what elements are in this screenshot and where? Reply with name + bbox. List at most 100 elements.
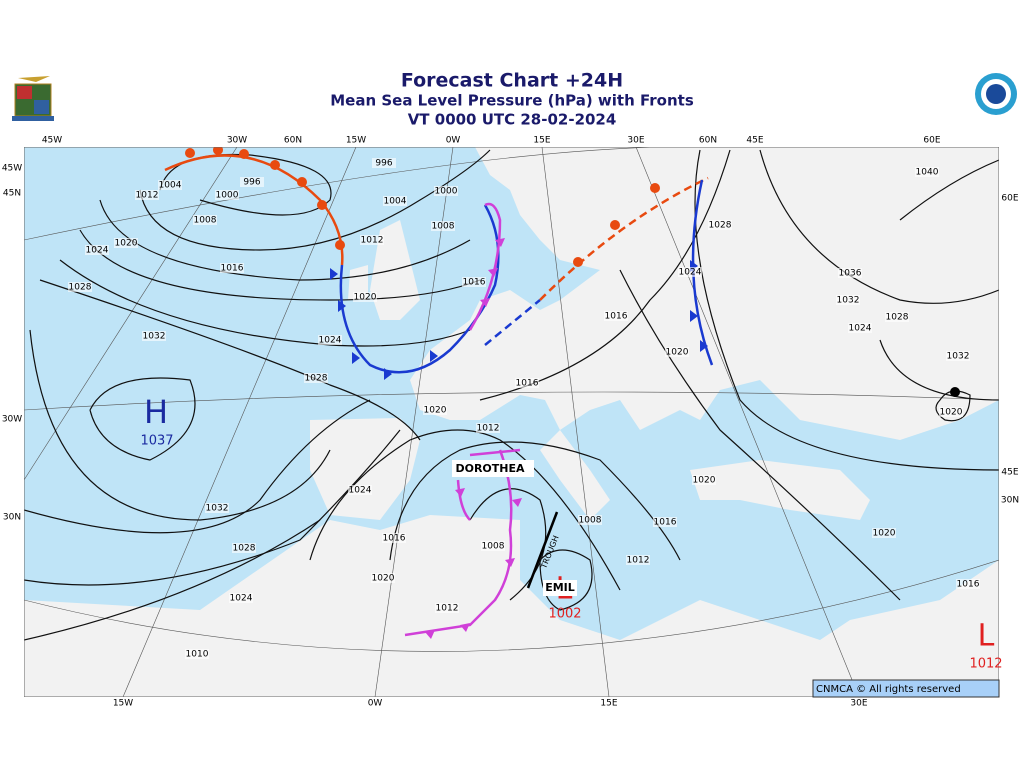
isobar-label-bg xyxy=(956,579,980,589)
isobar-label: 1008 xyxy=(194,216,217,226)
isobar-label-bg xyxy=(193,215,217,225)
isobar-label: 1024 xyxy=(230,594,253,604)
lat-label: 45N xyxy=(3,189,21,199)
lon-lat-label: 60N xyxy=(284,136,302,146)
isobar-label: 1016 xyxy=(605,312,628,322)
isobar-label-bg xyxy=(348,485,372,495)
isobar-label: 1016 xyxy=(383,534,406,544)
isobar-label-bg xyxy=(318,335,342,345)
lon-label: 15W xyxy=(113,699,133,709)
lat-label: 60E xyxy=(1001,194,1018,204)
isobar-label: 1000 xyxy=(216,191,239,201)
system-name: EMIL xyxy=(545,581,575,594)
lon-lat-label: 45E xyxy=(746,136,763,146)
isobar-label: 1008 xyxy=(579,516,602,526)
isobar-label-bg xyxy=(372,158,396,168)
isobar-label: 1024 xyxy=(86,246,109,256)
isobar-label: 1004 xyxy=(384,197,407,207)
map-labels: 45W 30W 60N 15W 0W 15E 30E 60N 45E 60E 15W 0W 15E 30E… xyxy=(2,136,1019,709)
isobar-label: 1020 xyxy=(873,529,896,539)
lon-lat-label: 30W xyxy=(227,136,247,146)
isobar-label-bg xyxy=(383,196,407,206)
isobar-label: 1036 xyxy=(839,269,862,279)
low-center-dot xyxy=(950,387,960,397)
isobar-label: 1020 xyxy=(424,406,447,416)
isobar-label: 1032 xyxy=(143,332,166,342)
isobar-label: 1028 xyxy=(305,374,328,384)
footer: CNMCA © All rights reserved xyxy=(816,684,961,695)
isobar-label: 1024 xyxy=(679,268,702,278)
isobar-label: 1016 xyxy=(654,518,677,528)
pressure-value: 1037 xyxy=(140,434,173,449)
isobar-label: 1020 xyxy=(354,293,377,303)
lat-label: 30W xyxy=(2,415,22,425)
isobar-label-bg xyxy=(185,649,209,659)
isobar-label: 1020 xyxy=(940,408,963,418)
isobar-label-bg xyxy=(462,277,486,287)
isobar-label-bg xyxy=(114,238,138,248)
lon-lat-label: 60E xyxy=(923,136,940,146)
land-anatolia xyxy=(690,460,870,520)
isobar-label-bg xyxy=(708,220,732,230)
lon-label: 15E xyxy=(600,699,617,709)
isobar-label: 1004 xyxy=(159,181,182,191)
isobar-label: 1012 xyxy=(436,604,459,614)
lat-label: 30N xyxy=(3,513,21,523)
isobar-label: 1024 xyxy=(349,486,372,496)
land-scandinavia xyxy=(555,150,640,260)
isobar-label-bg xyxy=(229,593,253,603)
isobar-label-bg xyxy=(872,528,896,538)
isobar-label: 1024 xyxy=(319,336,342,346)
pressure-value: 1012 xyxy=(969,657,1002,672)
isobar-label-bg xyxy=(434,186,458,196)
isobar-label-bg xyxy=(915,167,939,177)
isobar-label-bg xyxy=(481,541,505,551)
lon-lat-label: 0W xyxy=(446,136,461,146)
isobar-label: 1012 xyxy=(361,236,384,246)
isobar-label: 1020 xyxy=(372,574,395,584)
isobar-label-bg xyxy=(85,245,109,255)
pressure-value: 1002 xyxy=(548,607,581,622)
isobar-label-bg xyxy=(353,292,377,302)
isobar-label: 1024 xyxy=(849,324,872,334)
lon-label: 30E xyxy=(850,699,867,709)
lat-label: 45E xyxy=(1001,468,1018,478)
isobar-label-bg xyxy=(232,543,256,553)
isobar-label-bg xyxy=(604,311,628,321)
isobar-label-bg xyxy=(371,573,395,583)
isobar-label: 1028 xyxy=(709,221,732,231)
isobar-label-bg xyxy=(838,268,862,278)
isobar-label: 1028 xyxy=(69,283,92,293)
isobar-label: 1012 xyxy=(627,556,650,566)
isobar-label-bg xyxy=(626,555,650,565)
lon-label: 0W xyxy=(368,699,383,709)
lon-lat-label: 15E xyxy=(533,136,550,146)
isobar-label: 1016 xyxy=(463,278,486,288)
isobar-label: 1012 xyxy=(477,424,500,434)
storm-name: DOROTHEA xyxy=(455,462,525,475)
land-africa xyxy=(24,515,999,697)
isobar-label: 1020 xyxy=(115,239,138,249)
isobar-label-bg xyxy=(665,347,689,357)
isobar-label: 1016 xyxy=(221,264,244,274)
fronts xyxy=(164,154,714,637)
isobar-label: 1032 xyxy=(947,352,970,362)
isobar-label-bg xyxy=(515,378,539,388)
pressure-system-symbol: H xyxy=(144,393,168,431)
isobar-label-bg xyxy=(836,295,860,305)
pressure-system-symbol: L xyxy=(978,619,995,654)
isobar-label-bg xyxy=(885,312,909,322)
lon-lat-label: 60N xyxy=(699,136,717,146)
isobar-label: 996 xyxy=(375,159,392,169)
land-europe xyxy=(410,147,999,440)
lat-label: 45W xyxy=(2,164,22,174)
isobar-label-bg xyxy=(431,221,455,231)
isobar-label: 1008 xyxy=(432,222,455,232)
isobar-label: 1016 xyxy=(957,580,980,590)
isobar-label-bg xyxy=(476,423,500,433)
valid-time: VT 0000 UTC 28-02-2024 xyxy=(408,111,617,129)
isobar-label-bg xyxy=(135,190,159,200)
lat-label: 30N xyxy=(1001,496,1019,506)
logo-right xyxy=(975,73,1017,115)
